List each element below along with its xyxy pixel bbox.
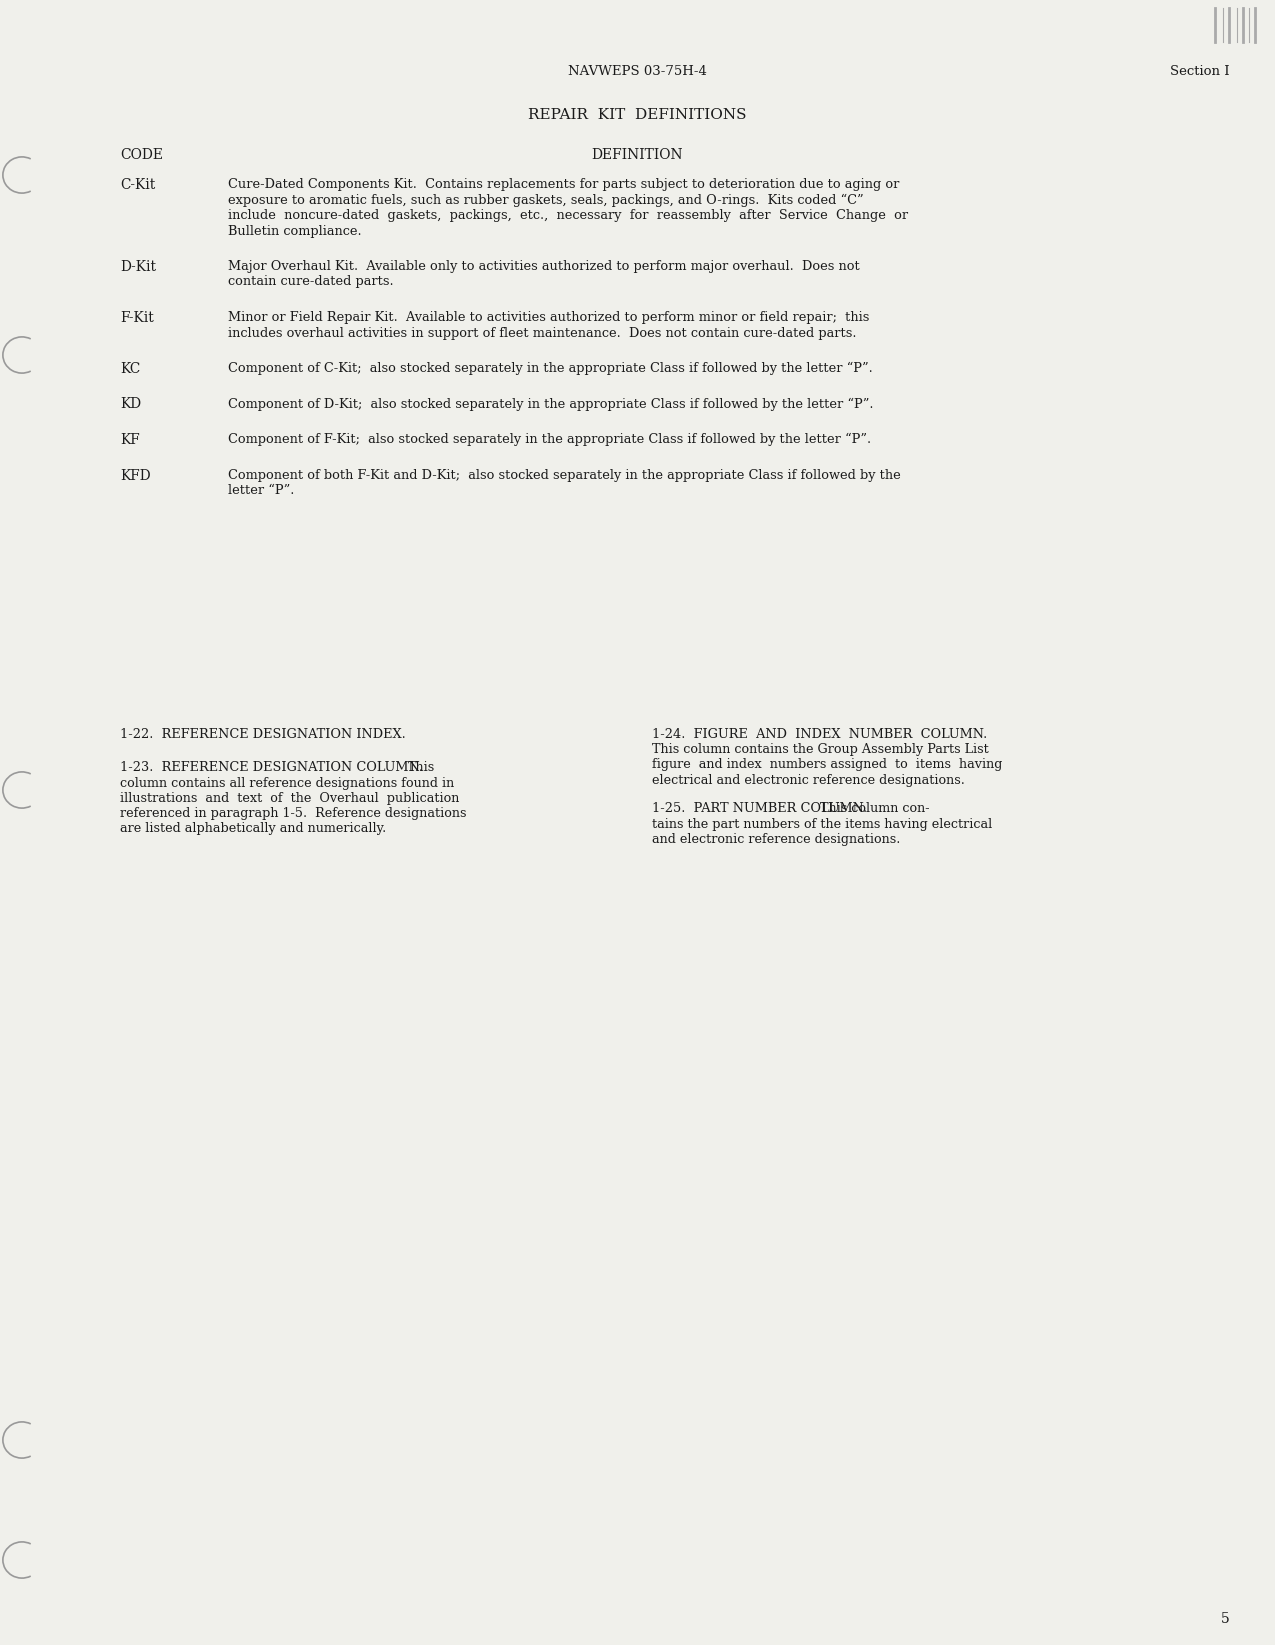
Text: are listed alphabetically and numerically.: are listed alphabetically and numericall… xyxy=(120,822,386,836)
Text: This column con-: This column con- xyxy=(820,803,929,816)
Text: KFD: KFD xyxy=(120,469,150,482)
Text: DEFINITION: DEFINITION xyxy=(592,148,683,161)
Text: 1-25.  PART NUMBER COLUMN.: 1-25. PART NUMBER COLUMN. xyxy=(652,803,867,816)
Text: Component of D-Kit;  also stocked separately in the appropriate Class if followe: Component of D-Kit; also stocked separat… xyxy=(228,398,873,411)
Text: D-Kit: D-Kit xyxy=(120,260,156,275)
Text: F-Kit: F-Kit xyxy=(120,311,154,326)
Text: exposure to aromatic fuels, such as rubber gaskets, seals, packings, and O-rings: exposure to aromatic fuels, such as rubb… xyxy=(228,194,863,207)
Text: KF: KF xyxy=(120,433,140,447)
Text: contain cure-dated parts.: contain cure-dated parts. xyxy=(228,275,394,288)
Text: 1-22.  REFERENCE DESIGNATION INDEX.: 1-22. REFERENCE DESIGNATION INDEX. xyxy=(120,729,405,740)
Text: Component of F-Kit;  also stocked separately in the appropriate Class if followe: Component of F-Kit; also stocked separat… xyxy=(228,433,871,446)
Text: 1-24.  FIGURE  AND  INDEX  NUMBER  COLUMN.: 1-24. FIGURE AND INDEX NUMBER COLUMN. xyxy=(652,729,987,740)
Text: Bulletin compliance.: Bulletin compliance. xyxy=(228,224,362,237)
Text: tains the part numbers of the items having electrical: tains the part numbers of the items havi… xyxy=(652,818,992,831)
Text: Minor or Field Repair Kit.  Available to activities authorized to perform minor : Minor or Field Repair Kit. Available to … xyxy=(228,311,870,324)
Text: Major Overhaul Kit.  Available only to activities authorized to perform major ov: Major Overhaul Kit. Available only to ac… xyxy=(228,260,859,273)
Text: and electronic reference designations.: and electronic reference designations. xyxy=(652,832,900,846)
Text: letter “P”.: letter “P”. xyxy=(228,484,295,497)
Text: KD: KD xyxy=(120,398,142,411)
Text: illustrations  and  text  of  the  Overhaul  publication: illustrations and text of the Overhaul p… xyxy=(120,791,459,804)
Text: Cure-Dated Components Kit.  Contains replacements for parts subject to deteriora: Cure-Dated Components Kit. Contains repl… xyxy=(228,178,899,191)
Text: C-Kit: C-Kit xyxy=(120,178,156,192)
Text: include  noncure-dated  gaskets,  packings,  etc.,  necessary  for  reassembly  : include noncure-dated gaskets, packings,… xyxy=(228,209,908,222)
Text: column contains all reference designations found in: column contains all reference designatio… xyxy=(120,776,454,790)
Text: Component of both F-Kit and D-Kit;  also stocked separately in the appropriate C: Component of both F-Kit and D-Kit; also … xyxy=(228,469,900,482)
Text: REPAIR  KIT  DEFINITIONS: REPAIR KIT DEFINITIONS xyxy=(528,109,746,122)
Text: 5: 5 xyxy=(1221,1612,1230,1625)
Text: figure  and index  numbers assigned  to  items  having: figure and index numbers assigned to ite… xyxy=(652,758,1002,772)
Text: 1-23.  REFERENCE DESIGNATION COLUMN.: 1-23. REFERENCE DESIGNATION COLUMN. xyxy=(120,762,423,775)
Text: Component of C-Kit;  also stocked separately in the appropriate Class if followe: Component of C-Kit; also stocked separat… xyxy=(228,362,873,375)
Text: includes overhaul activities in support of fleet maintenance.  Does not contain : includes overhaul activities in support … xyxy=(228,326,857,339)
Text: NAVWEPS 03-75H-4: NAVWEPS 03-75H-4 xyxy=(567,66,706,77)
Text: CODE: CODE xyxy=(120,148,163,161)
Text: electrical and electronic reference designations.: electrical and electronic reference desi… xyxy=(652,773,965,786)
Text: This: This xyxy=(408,762,435,775)
Text: referenced in paragraph 1-5.  Reference designations: referenced in paragraph 1-5. Reference d… xyxy=(120,808,467,821)
Text: This column contains the Group Assembly Parts List: This column contains the Group Assembly … xyxy=(652,744,988,757)
Text: Section I: Section I xyxy=(1170,66,1230,77)
Text: KC: KC xyxy=(120,362,140,377)
